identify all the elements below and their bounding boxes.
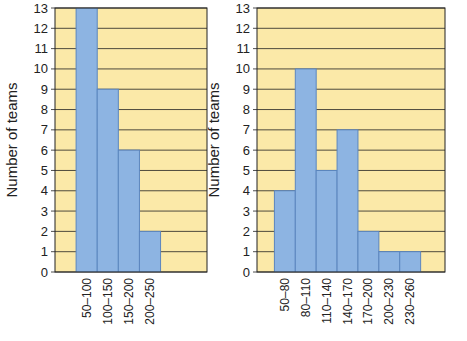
grid-line	[257, 68, 445, 69]
y-tick-label: 11	[35, 41, 49, 56]
grid-line	[257, 28, 445, 29]
bar	[337, 130, 358, 272]
y-tick-label: 13	[236, 1, 250, 16]
bars	[274, 69, 420, 272]
y-tick	[51, 48, 55, 49]
y-tick	[51, 150, 55, 151]
plot-frame	[55, 8, 207, 272]
bar	[316, 170, 337, 272]
y-tick	[253, 170, 257, 171]
y-tick	[253, 8, 257, 9]
y-tick	[253, 129, 257, 130]
y-tick	[253, 28, 257, 29]
y-tick	[253, 190, 257, 191]
y-tick	[253, 211, 257, 212]
chart-panel: 01234567891011121350–8080–110110–140140–…	[205, 1, 445, 325]
grid-line	[257, 48, 445, 49]
y-tick-label: 9	[41, 82, 48, 97]
y-tick-label: 4	[41, 183, 48, 198]
bar	[400, 252, 421, 272]
y-tick	[253, 251, 257, 252]
bar	[76, 8, 97, 272]
y-tick	[51, 170, 55, 171]
x-tick-label: 110–140	[320, 278, 334, 324]
bar	[358, 231, 379, 272]
y-tick-label: 4	[243, 183, 250, 198]
y-tick-label: 6	[243, 143, 250, 158]
y-tick	[51, 272, 55, 273]
x-tick-label: 50–100	[80, 278, 94, 318]
y-tick-label: 1	[243, 244, 250, 259]
y-tick-label: 12	[34, 21, 48, 36]
y-tick-label: 8	[41, 102, 48, 117]
x-tick-label: 170–200	[361, 278, 375, 325]
y-tick-label: 7	[243, 122, 250, 137]
y-tick	[51, 109, 55, 110]
x-tick-label: 200–250	[143, 278, 157, 325]
y-axis-label: Number of teams	[3, 82, 20, 197]
y-tick-label: 1	[41, 244, 48, 259]
chart-root: 01234567891011121350–100100–150150–20020…	[0, 0, 467, 341]
y-tick-label: 5	[41, 163, 48, 178]
y-tick	[51, 129, 55, 130]
y-tick-label: 12	[236, 21, 250, 36]
grid-line	[257, 89, 445, 90]
bar	[118, 150, 139, 272]
y-tick-label: 10	[34, 61, 48, 76]
plot-background	[55, 8, 207, 272]
bar	[274, 191, 295, 272]
x-tick-label: 150–200	[122, 278, 136, 325]
x-tick-label: 140–170	[341, 278, 355, 325]
y-tick-label: 2	[243, 224, 250, 239]
x-tick-label: 50–80	[278, 278, 292, 312]
x-tick-label: 100–150	[101, 278, 115, 325]
x-tick-label: 230–260	[403, 278, 417, 325]
y-tick-label: 8	[243, 102, 250, 117]
y-tick-label: 5	[243, 163, 250, 178]
bar	[97, 89, 118, 272]
y-tick	[253, 231, 257, 232]
y-tick	[253, 150, 257, 151]
y-tick-label: 7	[41, 122, 48, 137]
x-tick-label: 200–230	[382, 278, 396, 325]
plot-background	[257, 8, 445, 272]
plot-frame	[257, 8, 445, 272]
y-tick-label: 3	[41, 204, 48, 219]
y-tick	[51, 190, 55, 191]
y-tick-label: 9	[243, 82, 250, 97]
y-tick	[253, 272, 257, 273]
bars	[76, 8, 160, 272]
y-tick	[51, 28, 55, 29]
x-tick-label: 80–110	[299, 278, 313, 317]
y-tick	[51, 8, 55, 9]
chart-panel: 01234567891011121350–100100–150150–20020…	[3, 1, 207, 325]
figure: 01234567891011121350–100100–150150–20020…	[0, 0, 467, 341]
y-tick-label: 0	[243, 265, 250, 280]
y-tick	[51, 211, 55, 212]
y-tick	[253, 68, 257, 69]
y-tick-label: 13	[34, 1, 48, 16]
y-tick	[51, 89, 55, 90]
y-tick	[253, 48, 257, 49]
y-tick-label: 0	[41, 265, 48, 280]
y-tick-label: 10	[236, 61, 250, 76]
y-tick	[253, 89, 257, 90]
grid-line	[257, 109, 445, 110]
bar	[295, 69, 316, 272]
y-tick	[253, 109, 257, 110]
y-tick	[51, 68, 55, 69]
y-tick	[51, 231, 55, 232]
bar	[379, 252, 400, 272]
y-tick	[51, 251, 55, 252]
y-tick-label: 2	[41, 224, 48, 239]
y-tick-label: 3	[243, 204, 250, 219]
y-tick-label: 6	[41, 143, 48, 158]
y-axis-label: Number of teams	[205, 82, 222, 197]
y-tick-label: 11	[237, 41, 251, 56]
bar	[139, 231, 160, 272]
